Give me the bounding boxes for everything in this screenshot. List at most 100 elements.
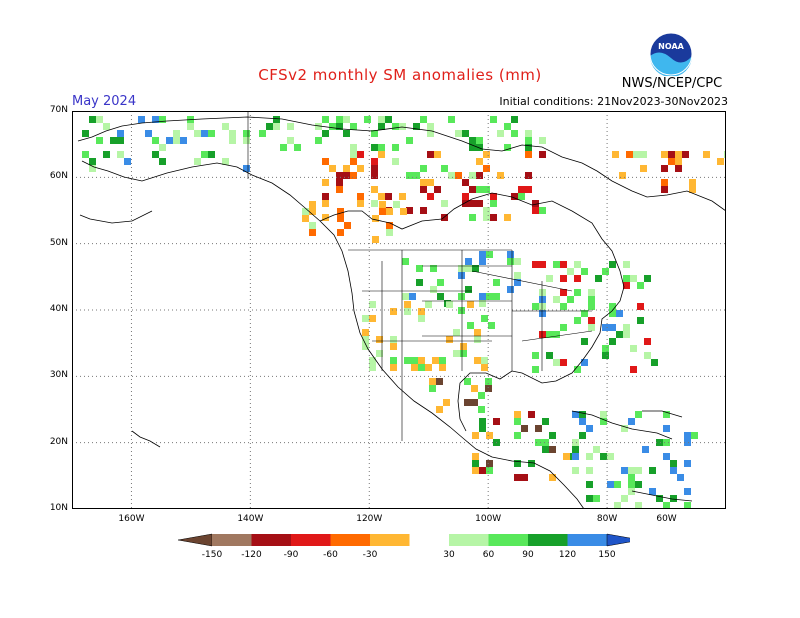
anomaly-cell: [386, 222, 393, 229]
anomaly-cell: [266, 123, 273, 130]
anomaly-cell: [243, 130, 250, 137]
anomaly-cell: [486, 251, 493, 258]
anomaly-cell: [309, 208, 316, 215]
anomaly-cell: [539, 261, 546, 268]
anomaly-cell: [371, 186, 378, 193]
anomaly-cell: [110, 137, 117, 144]
anomaly-cell: [623, 282, 630, 289]
anomaly-cell: [406, 137, 413, 144]
anomaly-cell: [586, 467, 593, 474]
anomaly-cell: [586, 453, 593, 460]
anomaly-cell: [612, 151, 619, 158]
anomaly-cell: [483, 151, 490, 158]
anomaly-cell: [441, 200, 448, 207]
anomaly-cell: [493, 279, 500, 286]
colorbar-label: 90: [522, 550, 534, 560]
anomaly-cell: [497, 172, 504, 179]
map-gridlines: [72, 111, 726, 509]
anomaly-cell: [439, 357, 446, 364]
anomaly-cell: [413, 172, 420, 179]
latitude-label: 60N: [49, 171, 68, 182]
anomaly-cell: [229, 130, 236, 137]
anomaly-cell: [607, 453, 614, 460]
anomaly-cell: [528, 460, 535, 467]
anomaly-cell: [462, 200, 469, 207]
anomaly-cell: [439, 364, 446, 371]
anomaly-cell: [315, 137, 322, 144]
anomaly-cell: [371, 144, 378, 151]
anomaly-cell: [474, 357, 481, 364]
anomaly-cell: [588, 303, 595, 310]
anomaly-cell: [476, 144, 483, 151]
anomaly-cell: [390, 308, 397, 315]
anomaly-cell: [661, 165, 668, 172]
anomaly-cell: [418, 364, 425, 371]
anomaly-cell: [684, 432, 691, 439]
anomaly-cell: [600, 418, 607, 425]
anomaly-cell: [490, 200, 497, 207]
anomaly-cell: [427, 123, 434, 130]
anomaly-cell: [637, 303, 644, 310]
anomaly-cell: [145, 130, 152, 137]
anomaly-cell: [460, 350, 467, 357]
anomaly-cell: [609, 324, 616, 331]
anomaly-cell: [593, 495, 600, 502]
anomaly-cell: [560, 359, 567, 366]
colorbar-label: -60: [323, 550, 338, 560]
anomaly-cell: [525, 130, 532, 137]
anomaly-cell: [82, 130, 89, 137]
colorbar-label: -120: [241, 550, 262, 560]
anomaly-cell: [539, 303, 546, 310]
anomaly-cell: [472, 432, 479, 439]
anomaly-cell: [322, 193, 329, 200]
anomaly-cell: [572, 439, 579, 446]
anomaly-cell: [455, 130, 462, 137]
anomaly-cell: [476, 200, 483, 207]
anomaly-cell: [427, 130, 434, 137]
anomaly-cell: [434, 151, 441, 158]
anomaly-cell: [539, 310, 546, 317]
anomaly-cell: [670, 495, 677, 502]
anomaly-cell: [453, 329, 460, 336]
anomaly-cell: [579, 418, 586, 425]
anomaly-cell: [369, 364, 376, 371]
anomaly-cell: [208, 130, 215, 137]
anomaly-cell: [479, 251, 486, 258]
anomaly-cell: [656, 495, 663, 502]
anomaly-cell: [336, 123, 343, 130]
initial-conditions: Initial conditions: 21Nov2023-30Nov2023: [499, 95, 728, 108]
anomaly-cell: [684, 488, 691, 495]
anomaly-cells: [82, 116, 726, 509]
anomaly-cell: [609, 261, 616, 268]
anomaly-cell: [483, 214, 490, 221]
anomaly-cell: [691, 432, 698, 439]
anomaly-cell: [560, 289, 567, 296]
anomaly-cell: [628, 474, 635, 481]
anomaly-cell: [362, 315, 369, 322]
anomaly-cell: [472, 467, 479, 474]
anomaly-cell: [432, 357, 439, 364]
anomaly-cell: [430, 286, 437, 293]
anomaly-cell: [553, 296, 560, 303]
anomaly-cell: [479, 258, 486, 265]
anomaly-cell: [222, 158, 229, 165]
anomaly-cell: [467, 322, 474, 329]
anomaly-cell: [485, 378, 492, 385]
anomaly-cell: [472, 265, 479, 272]
anomaly-cell: [588, 324, 595, 331]
anomaly-cell: [378, 123, 385, 130]
anomaly-cell: [409, 293, 416, 300]
anomaly-cell: [661, 186, 668, 193]
anomaly-cell: [386, 208, 393, 215]
anomaly-cell: [472, 453, 479, 460]
anomaly-cell: [649, 488, 656, 495]
anomaly-cell: [343, 116, 350, 123]
anomaly-cell: [469, 214, 476, 221]
anomaly-cell: [443, 399, 450, 406]
anomaly-cell: [478, 406, 485, 413]
anomaly-cell: [458, 293, 465, 300]
anomaly-cell: [166, 137, 173, 144]
anomaly-cell: [539, 296, 546, 303]
anomaly-cell: [567, 268, 574, 275]
anomaly-cell: [392, 144, 399, 151]
